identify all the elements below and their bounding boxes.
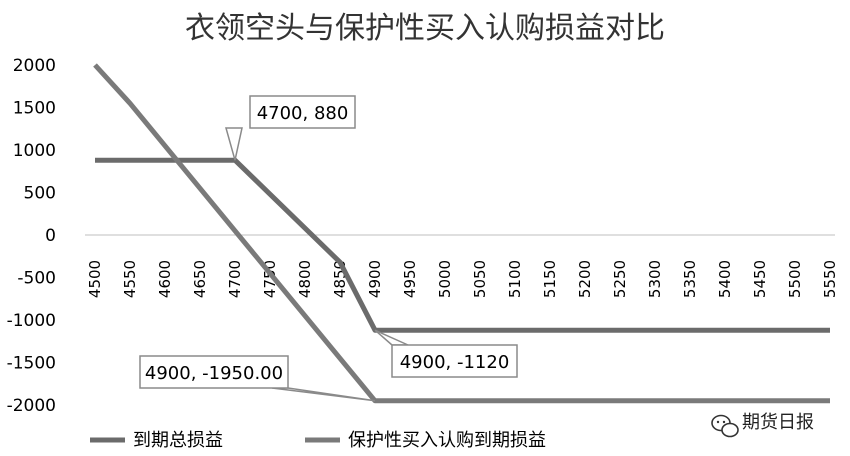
x-tick-label: 4950 [401,260,419,298]
series-line-protective [93,63,830,404]
x-tick-label: 4550 [121,260,139,298]
x-tick-label: 5000 [436,260,454,298]
x-tick-label: 5250 [611,260,629,298]
y-tick-label: -500 [17,269,56,289]
callout-box [391,344,518,378]
x-tick-label: 5350 [681,260,699,298]
chart-title: 衣领空头与保护性买入认购损益对比 [185,11,665,46]
x-tick-label: 5150 [541,260,559,298]
x-tick-label: 5500 [786,260,804,298]
y-tick-label: 0 [45,226,56,246]
series-line-total [95,157,830,333]
y-tick-label: 1000 [13,141,56,161]
callout-label: 4700, 880 [257,103,349,124]
series-lines [93,63,830,404]
legend: 到期总损益 保护性买入认购到期损益 [90,430,546,451]
callout-pointer [225,127,243,161]
y-tick-label: 500 [24,184,56,204]
x-tick-label: 4700 [226,260,244,298]
x-tick-label: 4900 [366,260,384,298]
y-tick-label: -2000 [7,396,56,416]
wechat-icon [711,414,739,438]
x-tick-label: 4800 [296,260,314,298]
x-tick-label: 5550 [821,260,839,298]
x-tick-label: 5100 [506,260,524,298]
legend-label-protective: 保护性买入认购到期损益 [348,430,546,451]
watermark-text: 期货日报 [742,412,814,433]
callout-box [249,95,356,129]
legend-label-total: 到期总损益 [133,430,223,451]
x-tick-label: 5200 [576,260,594,298]
callout-box [139,355,289,389]
callout-label: 4900, -1120 [400,352,510,373]
x-axis-ticks: 4500 4550 4600 4650 4700 4750 4800 4850 4900 4950… [86,260,839,298]
y-axis-ticks: 2000 1500 1000 500 0 -500 -1000 -1500 -2000 [7,56,56,416]
y-tick-label: -1000 [7,311,56,331]
x-tick-label: 4500 [86,260,104,298]
y-tick-label: 2000 [13,56,56,76]
x-tick-label: 5300 [646,260,664,298]
callout-pointer [271,387,376,402]
x-tick-label: 4600 [156,260,174,298]
x-tick-label: 4650 [191,260,209,298]
x-tick-label: 5050 [471,260,489,298]
x-tick-label: 5400 [716,260,734,298]
data-callouts: 4700, 880 4900, -1120 4900, -1950.00 [139,95,518,402]
y-tick-label: -1500 [7,354,56,374]
callout-label: 4900, -1950.00 [145,363,283,384]
x-tick-label: 5450 [751,260,769,298]
y-tick-label: 1500 [13,99,56,119]
watermark: 期货日报 [711,412,814,438]
